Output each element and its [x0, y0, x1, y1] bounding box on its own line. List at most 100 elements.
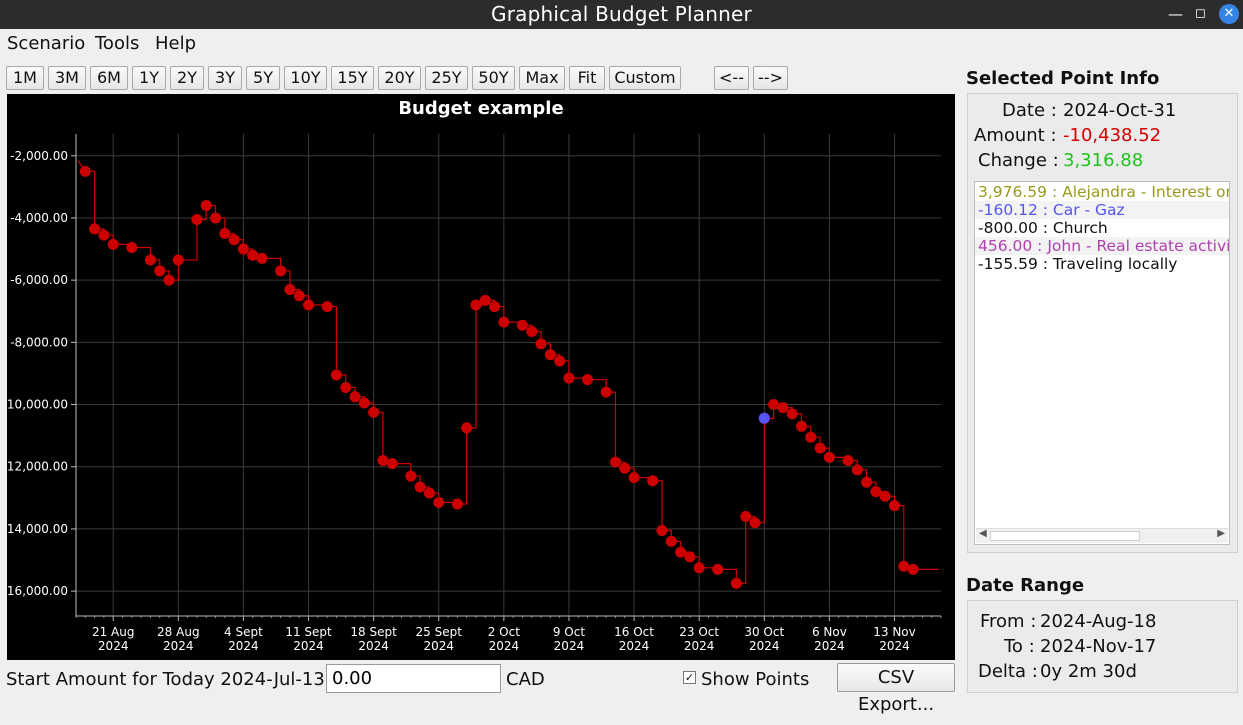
range-25y-button[interactable]: 25Y	[425, 66, 468, 90]
range-custom-button[interactable]: Custom	[609, 66, 681, 90]
data-point	[563, 372, 575, 384]
transaction-amount: -800.00	[978, 219, 1038, 237]
transaction-item[interactable]: 3,976.59 : Alejandra - Interest on go	[978, 183, 1229, 201]
data-point	[349, 391, 361, 403]
title-bar: Graphical Budget Planner — ◻ ✕	[0, 0, 1243, 29]
data-point	[786, 408, 798, 420]
range-2y-button[interactable]: 2Y	[170, 66, 204, 90]
data-point	[470, 299, 482, 311]
data-point	[210, 212, 222, 224]
chart-title: Budget example	[398, 98, 563, 119]
x-tick-label: 28 Aug	[157, 625, 200, 639]
x-tick-label: 11 Sept	[285, 625, 332, 639]
menu-tools[interactable]: Tools	[95, 33, 140, 54]
scroll-right-icon[interactable]: ▶	[1217, 528, 1225, 539]
range-15y-button[interactable]: 15Y	[331, 66, 374, 90]
data-point	[749, 517, 761, 529]
budget-chart[interactable]: Budget example -2,000.00 -4,000.00 -6,000.0…	[7, 94, 955, 660]
next-period-button[interactable]: -->	[753, 66, 788, 90]
data-point	[489, 301, 501, 313]
range-fit-button[interactable]: Fit	[569, 66, 605, 90]
chart-svg[interactable]: Budget example -2,000.00 -4,000.00 -6,000.0…	[7, 94, 955, 660]
selected-data-point	[758, 412, 770, 424]
scrollbar-thumb[interactable]	[990, 531, 1140, 541]
data-point	[814, 442, 826, 454]
transaction-item[interactable]: -160.12 : Car - Gaz	[975, 201, 1229, 219]
range-max-button[interactable]: Max	[519, 66, 565, 90]
data-point	[888, 500, 900, 512]
x-tick-year: 2024	[814, 639, 845, 653]
date-range-panel	[967, 600, 1238, 693]
data-point	[609, 456, 621, 468]
scroll-left-icon[interactable]: ◀	[979, 528, 987, 539]
transaction-description: Church	[1052, 219, 1108, 237]
transaction-amount: -155.59	[978, 255, 1038, 273]
minimize-icon[interactable]: —	[1168, 5, 1183, 23]
data-point	[823, 451, 835, 463]
data-point	[665, 535, 677, 547]
selected-point-heading: Selected Point Info	[966, 68, 1160, 89]
menu-help[interactable]: Help	[155, 33, 197, 54]
transaction-amount: -160.12	[978, 201, 1038, 219]
data-point	[861, 476, 873, 488]
data-point	[675, 546, 687, 558]
y-tick-label: -12,000.00	[7, 460, 68, 474]
range-3m-button[interactable]: 3M	[48, 66, 86, 90]
data-point	[275, 265, 287, 277]
prev-period-button[interactable]: <--	[714, 66, 749, 90]
transaction-amount: 3,976.59	[978, 183, 1048, 201]
transaction-item[interactable]: -800.00 : Church	[978, 219, 1108, 237]
show-points-checkbox[interactable]: ✓	[683, 671, 696, 684]
range-20y-button[interactable]: 20Y	[378, 66, 421, 90]
data-point	[879, 490, 891, 502]
data-point	[405, 470, 417, 482]
transaction-amount: 456.00	[978, 237, 1033, 255]
data-point	[89, 223, 101, 235]
x-tick-label: 13 Nov	[873, 625, 916, 639]
range-10y-button[interactable]: 10Y	[284, 66, 327, 90]
data-point	[619, 462, 631, 474]
x-tick-year: 2024	[293, 639, 324, 653]
y-tick-label: -4,000.00	[10, 211, 68, 225]
data-point	[368, 406, 380, 418]
data-point	[191, 214, 203, 226]
maximize-icon[interactable]: ◻	[1195, 6, 1206, 21]
data-point	[98, 229, 110, 241]
range-1y-button[interactable]: 1Y	[132, 66, 166, 90]
transaction-item[interactable]: 456.00 : John - Real estate activitie	[975, 237, 1229, 255]
range-3y-button[interactable]: 3Y	[208, 66, 242, 90]
data-point	[870, 486, 882, 498]
csv-export-button[interactable]: CSV Export...	[837, 663, 955, 715]
range-50y-button[interactable]: 50Y	[472, 66, 515, 90]
data-point	[219, 228, 231, 240]
transaction-list[interactable]: ◀ ▶ 3,976.59 : Alejandra - Interest on g…	[974, 181, 1230, 545]
close-icon[interactable]: ✕	[1219, 4, 1239, 24]
range-6m-button[interactable]: 6M	[90, 66, 128, 90]
transaction-description: John - Real estate activitie	[1047, 237, 1230, 255]
data-point	[600, 386, 612, 398]
x-tick-label: 30 Oct	[744, 625, 784, 639]
start-amount-input[interactable]	[326, 664, 501, 693]
y-tick-label: -2,000.00	[10, 149, 68, 163]
data-point	[247, 249, 259, 261]
horizontal-scrollbar[interactable]: ◀ ▶	[976, 528, 1228, 543]
data-point	[544, 349, 556, 361]
date-label: Date :	[1002, 100, 1057, 121]
y-tick-label: -16,000.00	[7, 584, 68, 598]
show-points-label[interactable]: Show Points	[701, 669, 810, 690]
data-point	[237, 243, 249, 255]
range-1m-button[interactable]: 1M	[6, 66, 44, 90]
transaction-item[interactable]: -155.59 : Traveling locally	[978, 255, 1177, 273]
data-point	[805, 431, 817, 443]
data-point	[200, 200, 212, 212]
data-point	[377, 455, 389, 467]
x-tick-year: 2024	[163, 639, 194, 653]
data-point	[228, 234, 240, 246]
menu-scenario[interactable]: Scenario	[7, 33, 86, 54]
delta-value: 0y 2m 30d	[1040, 661, 1137, 682]
data-point	[433, 496, 445, 508]
data-point	[712, 563, 724, 575]
window-title: Graphical Budget Planner	[491, 2, 752, 26]
range-5y-button[interactable]: 5Y	[246, 66, 280, 90]
data-point	[256, 252, 268, 264]
